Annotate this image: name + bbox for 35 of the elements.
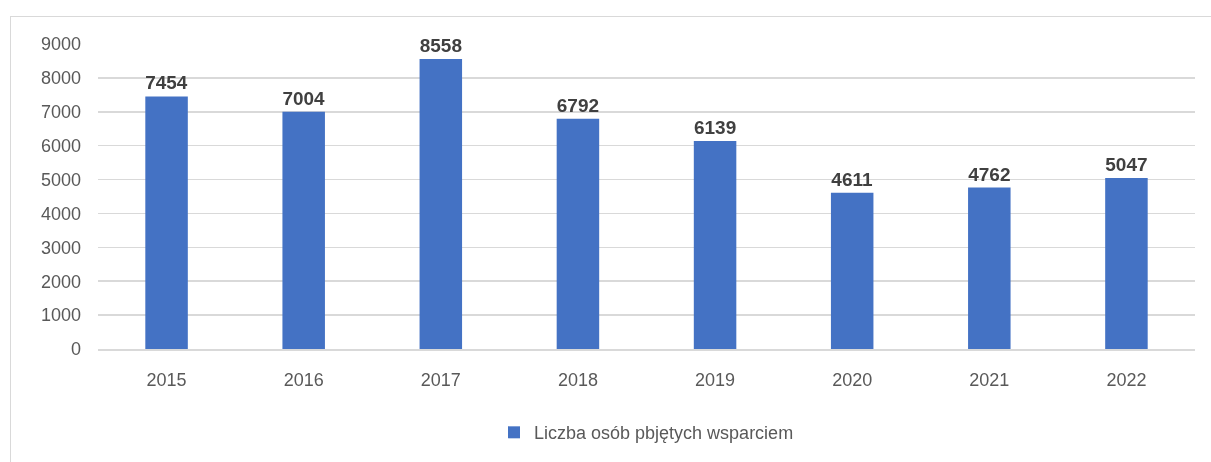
legend-label: Liczba osób pbjętych wsparciem — [534, 423, 794, 444]
y-tick-label: 4000 — [40, 203, 81, 224]
y-tick-label: 9000 — [40, 34, 81, 55]
x-tick-label: 2019 — [695, 370, 736, 391]
data-label: 4611 — [831, 168, 874, 190]
y-tick-label: 5000 — [40, 169, 81, 190]
data-label: 6139 — [693, 116, 737, 138]
y-tick-label: 6000 — [40, 135, 81, 156]
x-tick-label: 2021 — [969, 370, 1010, 391]
data-label: 4762 — [968, 163, 1011, 185]
y-tick-label: 3000 — [40, 237, 81, 258]
bar — [282, 111, 325, 349]
y-tick-label: 0 — [70, 339, 81, 360]
x-tick-label: 2015 — [146, 370, 187, 391]
x-tick-label: 2017 — [420, 370, 461, 391]
y-tick-label: 1000 — [40, 305, 81, 326]
bar — [830, 192, 874, 349]
data-label: 8558 — [419, 34, 462, 56]
x-tick-label: 2018 — [557, 370, 598, 391]
x-tick-label: 2020 — [832, 370, 873, 391]
x-tick-label: 2022 — [1106, 370, 1147, 391]
data-label: 7454 — [145, 72, 188, 94]
bar — [968, 187, 1011, 349]
data-label: 7004 — [282, 87, 325, 109]
bar — [693, 140, 737, 349]
y-tick-label: 2000 — [40, 271, 81, 292]
x-tick-label: 2016 — [283, 370, 324, 391]
data-label: 5047 — [1105, 153, 1148, 175]
data-label: 6792 — [556, 94, 600, 116]
bar — [1105, 177, 1148, 349]
bar — [145, 96, 188, 349]
y-tick-label: 7000 — [40, 102, 81, 123]
y-tick-label: 8000 — [40, 68, 81, 89]
bar — [419, 58, 463, 349]
bar — [556, 118, 600, 349]
